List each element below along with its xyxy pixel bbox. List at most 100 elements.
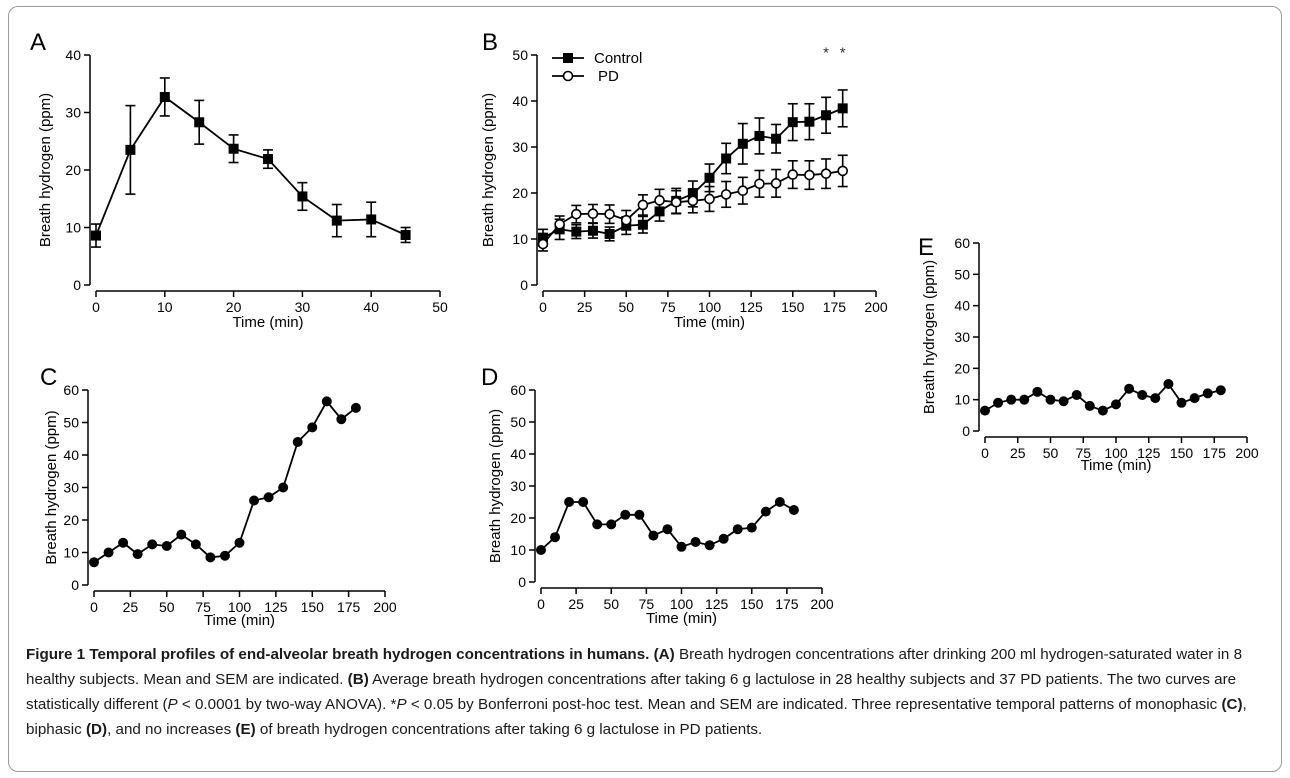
data-point bbox=[1176, 397, 1187, 408]
data-point bbox=[606, 519, 617, 530]
x-tick-label: 25 bbox=[123, 599, 139, 615]
series-data bbox=[91, 77, 411, 248]
y-tick-label: 40 bbox=[63, 447, 79, 463]
data-point bbox=[720, 189, 732, 200]
data-point bbox=[837, 165, 849, 177]
series-control bbox=[538, 89, 848, 247]
x-tick-label: 175 bbox=[337, 599, 361, 615]
data-point bbox=[637, 199, 649, 211]
data-point bbox=[249, 495, 260, 506]
data-point bbox=[1032, 386, 1043, 397]
data-point bbox=[292, 437, 303, 447]
data-point bbox=[263, 492, 274, 503]
data-point bbox=[587, 225, 598, 236]
y-tick-label: 60 bbox=[954, 235, 970, 251]
y-tick-label: 10 bbox=[954, 392, 970, 408]
x-tick-label: 50 bbox=[159, 599, 175, 615]
x-tick-label: 50 bbox=[618, 299, 634, 315]
x-tick-label: 100 bbox=[698, 299, 722, 315]
y-tick-label: 20 bbox=[954, 360, 970, 376]
data-point bbox=[980, 405, 990, 416]
x-tick-label: 150 bbox=[301, 599, 325, 615]
series-data bbox=[89, 396, 361, 568]
data-point bbox=[732, 524, 743, 535]
data-point bbox=[1137, 389, 1148, 400]
x-tick-label: 25 bbox=[568, 596, 584, 612]
x-tick-label: 125 bbox=[264, 599, 288, 615]
data-point bbox=[737, 185, 749, 196]
x-tick-label: 200 bbox=[1235, 445, 1259, 461]
x-tick-label: 175 bbox=[775, 596, 799, 612]
y-tick-label: 10 bbox=[65, 220, 81, 236]
figure-frame bbox=[8, 6, 1282, 772]
x-tick-label: 10 bbox=[157, 299, 173, 315]
x-axis-title: Time (min) bbox=[674, 314, 745, 331]
x-tick-label: 125 bbox=[1137, 445, 1161, 461]
y-axis-title: Breath hydrogen (ppm) bbox=[480, 93, 497, 247]
data-point bbox=[1215, 385, 1226, 396]
data-point bbox=[637, 219, 648, 230]
y-tick-label: 10 bbox=[512, 231, 528, 247]
caption-p-letter-2: P bbox=[396, 696, 407, 713]
data-point bbox=[297, 191, 308, 202]
data-point bbox=[788, 505, 799, 515]
y-tick-label: 0 bbox=[71, 577, 79, 593]
data-point bbox=[620, 214, 632, 226]
data-point bbox=[737, 138, 748, 149]
data-point bbox=[587, 208, 599, 219]
data-point bbox=[103, 547, 114, 558]
caption-figure-label: Figure 1 bbox=[26, 646, 86, 663]
data-point bbox=[570, 208, 582, 220]
caption-tag-e: (E) bbox=[235, 721, 256, 738]
x-tick-label: 25 bbox=[1010, 445, 1026, 461]
y-tick-label: 30 bbox=[510, 478, 526, 494]
y-tick-label: 30 bbox=[65, 105, 81, 121]
x-tick-label: 100 bbox=[1104, 445, 1128, 461]
x-tick-label: 150 bbox=[1170, 445, 1194, 461]
data-point bbox=[366, 214, 377, 225]
data-point bbox=[754, 178, 765, 190]
data-point bbox=[336, 414, 347, 425]
legend-marker-control bbox=[563, 53, 573, 63]
caption-title: Temporal profiles of end-alveolar breath… bbox=[89, 646, 650, 663]
x-tick-label: 25 bbox=[577, 299, 593, 315]
data-point bbox=[993, 397, 1004, 408]
data-point bbox=[804, 116, 815, 127]
data-point bbox=[228, 143, 239, 154]
data-point bbox=[537, 238, 549, 250]
panel-letter-c: C bbox=[40, 364, 57, 391]
x-tick-label: 50 bbox=[432, 299, 448, 315]
panel-letter-a: A bbox=[30, 29, 46, 56]
data-point bbox=[754, 130, 765, 141]
data-point bbox=[159, 91, 170, 102]
data-point bbox=[205, 552, 216, 563]
x-tick-label: 100 bbox=[228, 599, 252, 615]
x-tick-label: 30 bbox=[295, 299, 311, 315]
x-tick-label: 20 bbox=[226, 299, 242, 315]
y-tick-label: 60 bbox=[510, 382, 526, 398]
y-tick-label: 10 bbox=[510, 542, 526, 558]
x-tick-label: 0 bbox=[90, 599, 98, 615]
data-point bbox=[89, 557, 99, 568]
panel-d: D 0 10 20 30 40 50 60 0 25 50 75 100 125 150 175 200 Time… bbox=[481, 364, 834, 627]
data-point bbox=[91, 230, 101, 241]
data-point bbox=[234, 537, 245, 548]
caption-text-a: Breath hydrogen concentrations after dri… bbox=[26, 646, 1243, 688]
caption-text-b3: < 0.05 by Bonferroni post-hoc test. Mean… bbox=[406, 696, 1218, 713]
y-tick-label: 50 bbox=[954, 266, 970, 282]
x-tick-label: 150 bbox=[740, 596, 764, 612]
data-point bbox=[1189, 393, 1200, 404]
data-point bbox=[278, 482, 289, 493]
y-tick-label: 60 bbox=[63, 382, 79, 398]
y-tick-label: 20 bbox=[63, 512, 79, 528]
data-point bbox=[687, 195, 699, 207]
data-point bbox=[821, 110, 832, 121]
data-point bbox=[118, 537, 129, 548]
x-axis-title: Time (min) bbox=[204, 612, 275, 629]
data-point bbox=[194, 117, 205, 128]
y-tick-label: 40 bbox=[65, 47, 81, 63]
y-tick-label: 50 bbox=[63, 415, 79, 431]
y-tick-label: 50 bbox=[510, 414, 526, 430]
panel-letter-e: E bbox=[918, 234, 934, 261]
